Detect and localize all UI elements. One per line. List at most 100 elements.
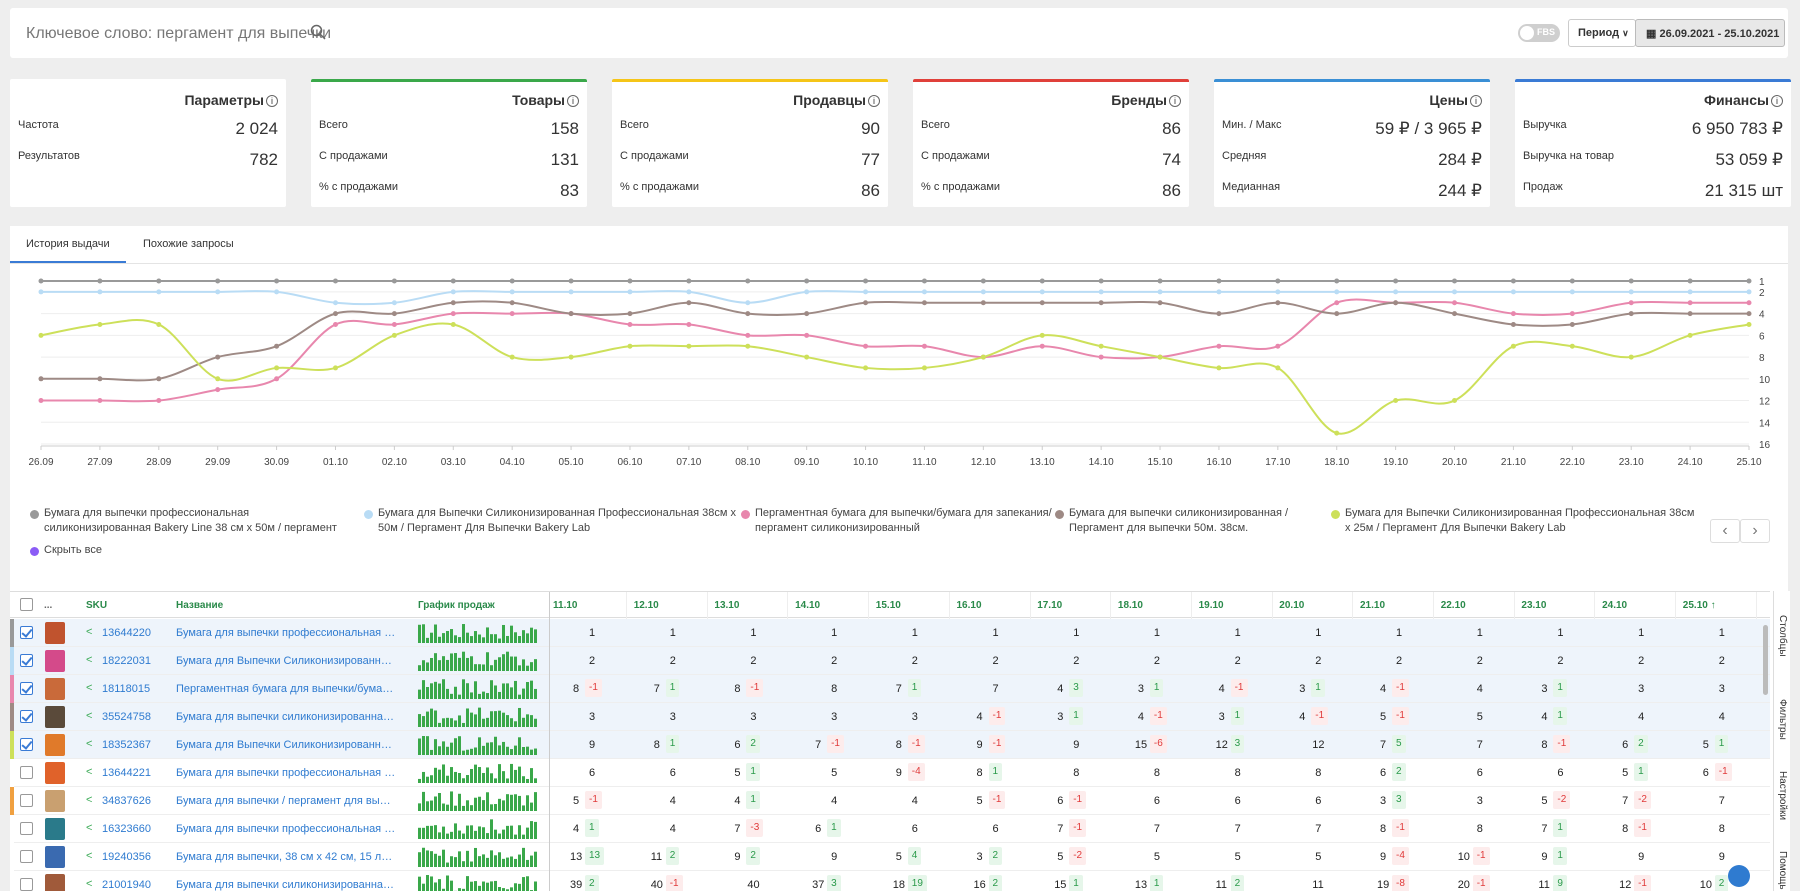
fbs-toggle[interactable]: FBS: [1518, 24, 1560, 42]
date-column-header[interactable]: 13.10: [714, 600, 740, 611]
product-thumbnail[interactable]: [45, 734, 65, 756]
table-row[interactable]: <18222031 Бумага для Выпечки Силиконизиро…: [10, 647, 1770, 675]
share-icon[interactable]: <: [86, 626, 93, 638]
sku-link[interactable]: 34837626: [102, 795, 151, 807]
sku-header[interactable]: SKU: [86, 600, 108, 611]
date-range-button[interactable]: ▦ 26.09.2021 - 25.10.2021: [1635, 19, 1785, 47]
row-checkbox[interactable]: [20, 710, 33, 723]
sales-chart-header[interactable]: График продаж: [418, 600, 495, 611]
table-scrollbar[interactable]: [1763, 625, 1768, 695]
row-checkbox[interactable]: [20, 878, 33, 891]
legend-item[interactable]: Бумага для выпечки профессиональная сили…: [30, 506, 354, 536]
product-name-link[interactable]: Бумага для выпечки силиконизированная 3: [176, 879, 396, 891]
sku-link[interactable]: 18352367: [102, 739, 151, 751]
tab-similar-queries[interactable]: Похожие запросы: [143, 238, 234, 250]
product-thumbnail[interactable]: [45, 874, 65, 891]
date-column-header[interactable]: 19.10: [1198, 600, 1224, 611]
legend-item[interactable]: Бумага для выпечки силиконизированная / …: [1055, 506, 1329, 536]
row-checkbox[interactable]: [20, 654, 33, 667]
share-icon[interactable]: <: [86, 654, 93, 666]
sku-link[interactable]: 16323660: [102, 823, 151, 835]
search-icon[interactable]: [310, 24, 326, 40]
product-thumbnail[interactable]: [45, 818, 65, 840]
date-column-header[interactable]: 22.10: [1440, 600, 1466, 611]
filters-panel-tab[interactable]: Фильтры: [1777, 699, 1788, 740]
sku-link[interactable]: 35524758: [102, 711, 151, 723]
date-column-header[interactable]: 12.10: [633, 600, 659, 611]
period-dropdown[interactable]: Период ∨: [1568, 19, 1636, 47]
name-header[interactable]: Название: [176, 600, 224, 611]
hide-all-legend-button[interactable]: Скрыть все: [30, 543, 102, 558]
date-column-header[interactable]: 11.10: [553, 600, 578, 611]
sku-link[interactable]: 13644221: [102, 767, 151, 779]
date-column-header[interactable]: 15.10: [875, 600, 901, 611]
date-column-header[interactable]: 14.10: [795, 600, 821, 611]
sku-link[interactable]: 18222031: [102, 655, 151, 667]
date-column-header[interactable]: 21.10: [1360, 600, 1386, 611]
table-row[interactable]: <34837626 Бумага для выпечки / пергамент …: [10, 787, 1770, 815]
sku-link[interactable]: 18118015: [102, 683, 151, 695]
product-thumbnail[interactable]: [45, 650, 65, 672]
product-thumbnail[interactable]: [45, 678, 65, 700]
tab-history[interactable]: История выдачи: [26, 238, 110, 250]
product-name-link[interactable]: Бумага для выпечки силиконизированная / …: [176, 711, 396, 723]
product-thumbnail[interactable]: [45, 790, 65, 812]
product-thumbnail[interactable]: [45, 762, 65, 784]
sku-link[interactable]: 13644220: [102, 627, 151, 639]
table-row[interactable]: <35524758 Бумага для выпечки силиконизиро…: [10, 703, 1770, 731]
product-name-link[interactable]: Бумага для Выпечки Силиконизированная Пр…: [176, 739, 396, 751]
date-column-header[interactable]: 16.10: [956, 600, 982, 611]
info-icon[interactable]: i: [266, 95, 278, 107]
table-row[interactable]: <13644220 Бумага для выпечки профессионал…: [10, 619, 1770, 647]
date-column-header[interactable]: 23.10: [1521, 600, 1547, 611]
legend-item[interactable]: Бумага для Выпечки Силиконизированная Пр…: [364, 506, 738, 536]
date-column-header[interactable]: 18.10: [1117, 600, 1143, 611]
columns-panel-tab[interactable]: Столбцы: [1777, 615, 1788, 657]
row-checkbox[interactable]: [20, 822, 33, 835]
row-checkbox[interactable]: [20, 766, 33, 779]
info-icon[interactable]: i: [1470, 95, 1482, 107]
date-column-header[interactable]: 24.10: [1602, 600, 1628, 611]
date-column-header[interactable]: 17.10: [1037, 600, 1063, 611]
share-icon[interactable]: <: [86, 738, 93, 750]
share-icon[interactable]: <: [86, 682, 93, 694]
table-row[interactable]: <21001940 Бумага для выпечки силиконизиро…: [10, 871, 1770, 891]
share-icon[interactable]: <: [86, 794, 93, 806]
product-name-link[interactable]: Бумага для выпечки, 38 см х 42 см, 15 ли…: [176, 851, 396, 863]
product-name-link[interactable]: Бумага для Выпечки Силиконизированная Пр…: [176, 655, 396, 667]
info-icon[interactable]: i: [567, 95, 579, 107]
table-row[interactable]: <18352367 Бумага для Выпечки Силиконизиро…: [10, 731, 1770, 759]
info-icon[interactable]: i: [1169, 95, 1181, 107]
product-name-link[interactable]: Бумага для выпечки профессиональная сили…: [176, 627, 396, 639]
share-icon[interactable]: <: [86, 766, 93, 778]
share-icon[interactable]: <: [86, 822, 93, 834]
settings-panel-tab[interactable]: Настройки: [1777, 771, 1788, 821]
search-keyword-text[interactable]: Ключевое слово: пергамент для выпечки: [26, 25, 332, 42]
product-name-link[interactable]: Бумага для выпечки профессиональная сили…: [176, 823, 396, 835]
row-checkbox[interactable]: [20, 794, 33, 807]
legend-item[interactable]: Пергаментная бумага для выпечки/бумага д…: [741, 506, 1055, 536]
search-bar[interactable]: Ключевое слово: пергамент для выпечки FB…: [10, 8, 1788, 58]
chat-support-button[interactable]: [1728, 865, 1750, 887]
share-icon[interactable]: <: [86, 850, 93, 862]
product-thumbnail[interactable]: [45, 706, 65, 728]
row-checkbox[interactable]: [20, 626, 33, 639]
row-checkbox[interactable]: [20, 682, 33, 695]
help-panel-tab[interactable]: Помощь: [1777, 851, 1788, 890]
select-all-checkbox[interactable]: [20, 598, 33, 611]
product-name-link[interactable]: Бумага для выпечки профессиональная сили…: [176, 767, 396, 779]
legend-item[interactable]: Бумага для Выпечки Силиконизированная Пр…: [1331, 506, 1695, 536]
share-icon[interactable]: <: [86, 878, 93, 890]
legend-next-button[interactable]: ›: [1740, 519, 1770, 543]
sku-link[interactable]: 19240356: [102, 851, 151, 863]
legend-prev-button[interactable]: ‹: [1710, 519, 1740, 543]
product-name-link[interactable]: Бумага для выпечки / пергамент для выпеч…: [176, 795, 396, 807]
table-row[interactable]: <13644221 Бумага для выпечки профессионал…: [10, 759, 1770, 787]
date-column-header[interactable]: 25.10 ↑: [1682, 600, 1716, 611]
table-row[interactable]: <19240356 Бумага для выпечки, 38 см х 42 …: [10, 843, 1770, 871]
table-row[interactable]: <18118015 Пергаментная бумага для выпечки…: [10, 675, 1770, 703]
date-column-header[interactable]: 20.10: [1279, 600, 1305, 611]
table-row[interactable]: <16323660 Бумага для выпечки профессионал…: [10, 815, 1770, 843]
product-name-link[interactable]: Пергаментная бумага для выпечки/бумага д…: [176, 683, 396, 695]
more-columns-header[interactable]: ...: [44, 600, 53, 611]
